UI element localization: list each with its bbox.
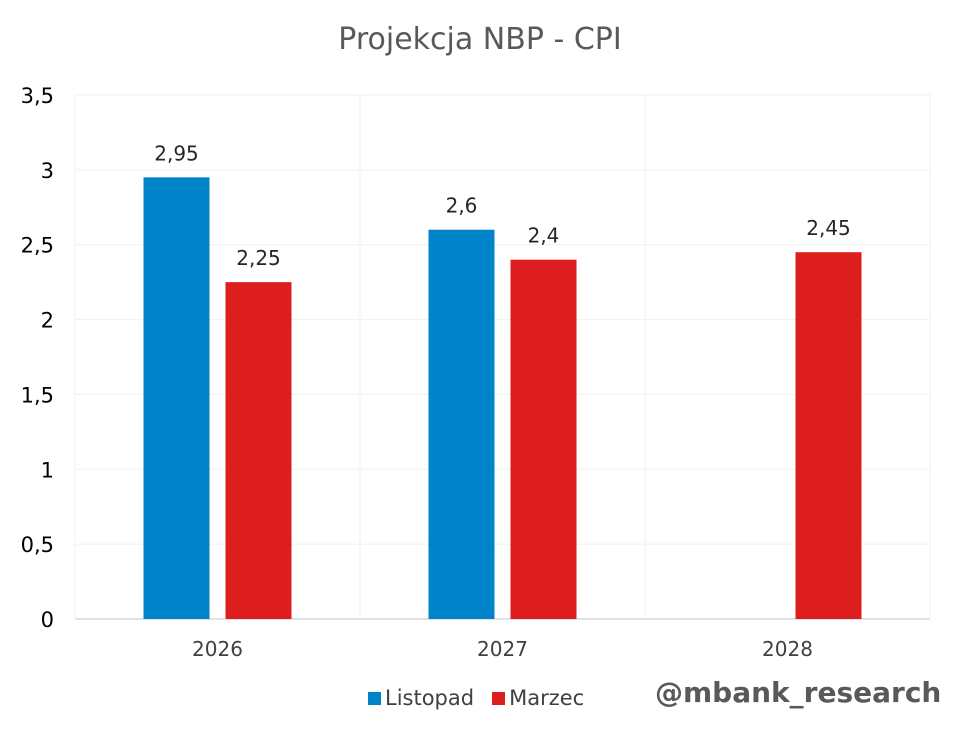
data-label: 2,25	[236, 246, 281, 270]
bar-listopad-2026	[143, 177, 210, 620]
y-tick-label: 1	[41, 458, 54, 482]
watermark: @mbank_research	[655, 676, 942, 709]
legend-swatch-marzec	[492, 691, 506, 705]
x-tick-label: 2026	[192, 637, 243, 661]
legend-swatch-listopad	[368, 691, 381, 705]
legend-item-marzec: Marzec	[492, 686, 584, 710]
y-tick-label: 0,5	[21, 533, 54, 557]
x-tick-label: 2028	[762, 637, 813, 661]
bar-marzec-2028	[795, 252, 862, 619]
x-tick-label: 2027	[477, 637, 528, 661]
y-tick-label: 0	[41, 608, 54, 632]
bar-listopad-2027	[428, 229, 495, 619]
data-label: 2,6	[446, 194, 478, 218]
y-tick-label: 2,5	[21, 234, 54, 258]
bar-marzec-2026	[225, 282, 292, 619]
y-tick-label: 2	[41, 309, 54, 333]
data-label: 2,4	[528, 224, 560, 248]
y-tick-label: 3,5	[21, 84, 54, 108]
y-tick-label: 1,5	[21, 383, 54, 407]
legend: Listopad Marzec	[368, 686, 602, 710]
data-label: 2,95	[154, 141, 199, 165]
chart-title: Projekcja NBP - CPI	[338, 22, 622, 57]
legend-item-listopad: Listopad	[368, 686, 474, 710]
bar-marzec-2027	[510, 259, 577, 619]
y-tick-label: 3	[41, 159, 54, 183]
data-label: 2,45	[806, 216, 851, 240]
legend-label: Marzec	[509, 686, 585, 710]
legend-label: Listopad	[385, 686, 475, 710]
